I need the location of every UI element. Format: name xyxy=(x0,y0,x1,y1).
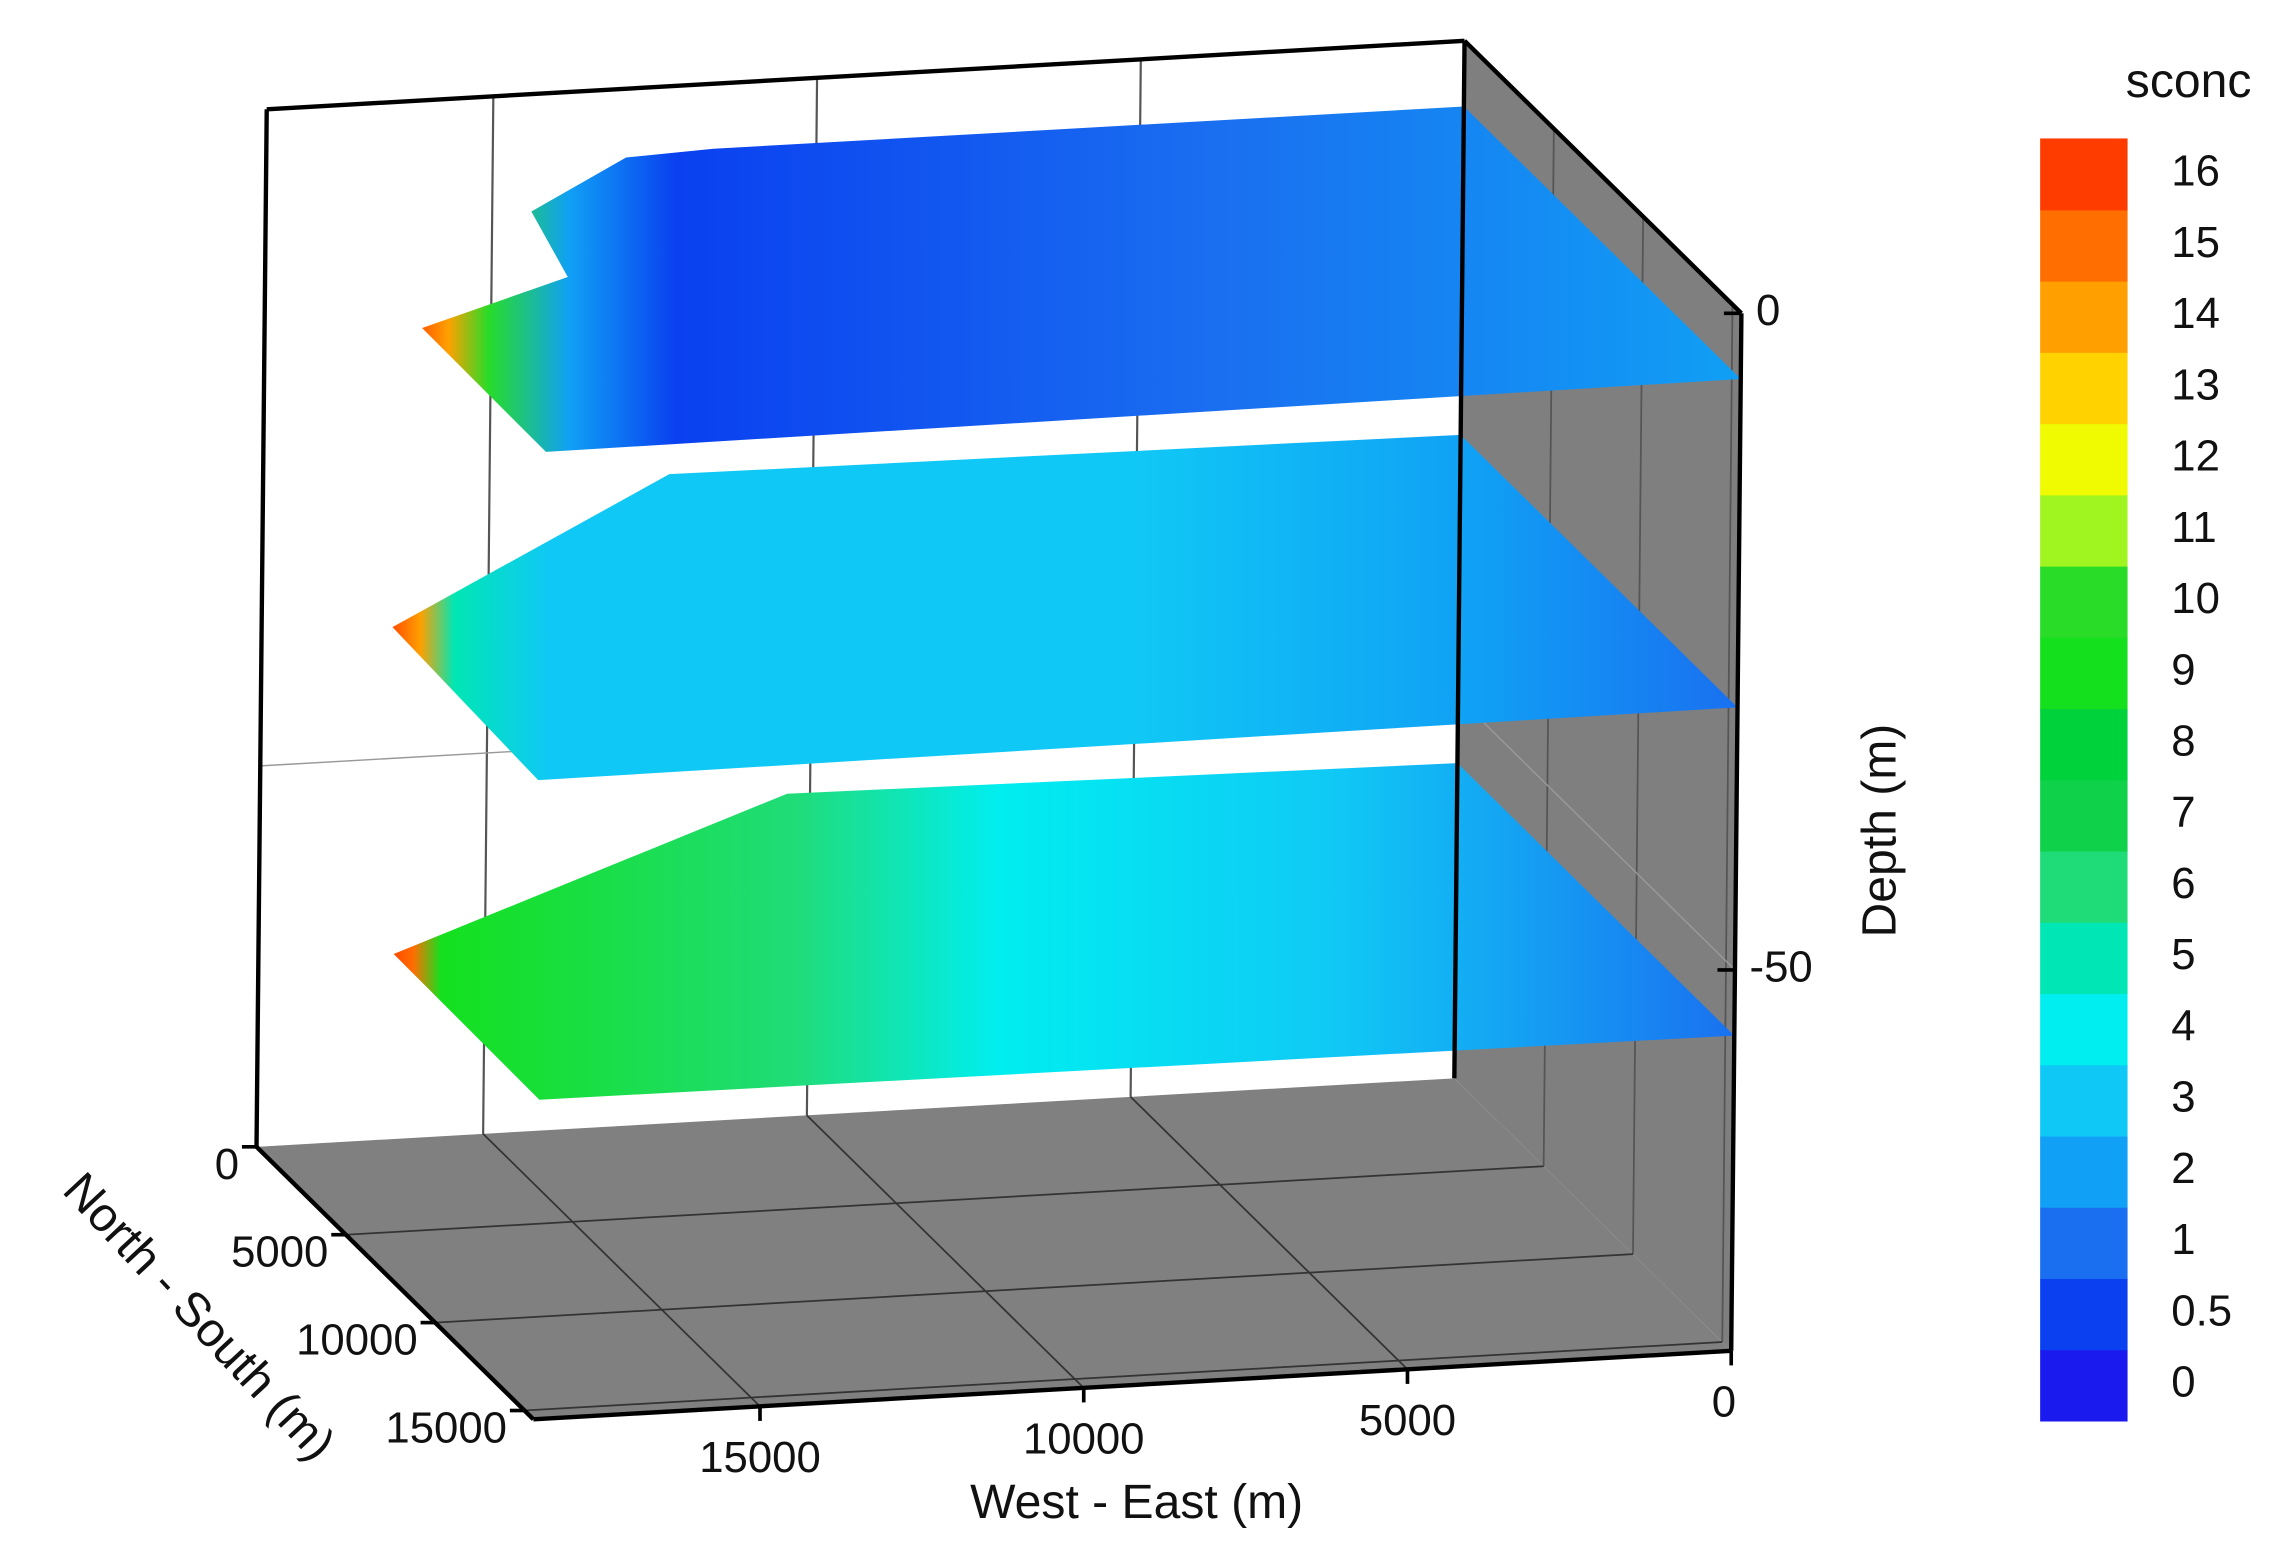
colorbar-band xyxy=(2040,1207,2128,1280)
axis-edge xyxy=(1729,313,1744,1351)
colorbar-band xyxy=(2040,922,2128,995)
colorbar-label: 14 xyxy=(2171,289,2220,338)
colorbar-band xyxy=(2040,138,2128,211)
colorbar-label: 11 xyxy=(2171,503,2216,552)
x-axis-title: West - East (m) xyxy=(970,1475,1303,1529)
depth-slice xyxy=(392,434,1738,781)
colorbar-label: 10 xyxy=(2171,574,2220,623)
grid-line xyxy=(435,1253,1634,1324)
colorbar-label: 2 xyxy=(2171,1144,2195,1193)
colorbar-band xyxy=(2040,209,2128,282)
colorbar-band xyxy=(2040,1064,2128,1137)
x-tick-label: 0 xyxy=(1712,1377,1736,1426)
axis-edge xyxy=(1463,39,1743,315)
x-tick-label: 10000 xyxy=(1023,1414,1145,1463)
colorbar-label: 7 xyxy=(2171,788,2195,837)
axis-edge xyxy=(533,1348,1732,1422)
x-tick-label: 15000 xyxy=(699,1433,821,1482)
colorbar-label: 12 xyxy=(2171,432,2220,481)
depth-slice xyxy=(393,763,1735,1100)
grid-line xyxy=(1129,1096,1409,1370)
y-tick-label: 10000 xyxy=(296,1316,418,1365)
colorbar-label: 5 xyxy=(2171,930,2195,979)
axis-edge xyxy=(254,109,269,1147)
colorbar-label: 1 xyxy=(2171,1215,2195,1264)
colorbar-label: 15 xyxy=(2171,218,2220,267)
colorbar-label: 13 xyxy=(2171,360,2220,409)
colorbar-band xyxy=(2040,352,2128,425)
colorbar-label: 16 xyxy=(2171,147,2220,196)
slices xyxy=(392,106,1741,1100)
colorbar-band xyxy=(2040,1349,2128,1422)
grid-line xyxy=(345,1165,1544,1236)
colorbar-band xyxy=(2040,565,2128,638)
colorbar-band xyxy=(2040,494,2128,567)
colorbar-band xyxy=(2040,708,2128,781)
colorbar-band xyxy=(2040,280,2128,353)
colorbar-band xyxy=(2040,779,2128,852)
colorbar-band xyxy=(2040,637,2128,710)
colorbar-band xyxy=(2040,1135,2128,1208)
colorbar-band xyxy=(2040,993,2128,1066)
colorbar-label: 8 xyxy=(2171,717,2195,766)
axis-edge xyxy=(1452,40,1467,1079)
colorbar-label: 9 xyxy=(2171,645,2195,694)
z-tick-label: 0 xyxy=(1756,286,1780,335)
colorbar-label: 4 xyxy=(2171,1001,2195,1050)
grid-line xyxy=(806,1114,1085,1389)
grid-line xyxy=(524,1341,1723,1412)
z-axis-title: Depth (m) xyxy=(1852,724,1906,938)
x-tick-label: 5000 xyxy=(1359,1396,1456,1445)
colorbar-title: sconc xyxy=(2126,54,2252,108)
colorbar-label: 0 xyxy=(2171,1358,2195,1407)
floor xyxy=(256,1078,1732,1420)
colorbar-label: 0.5 xyxy=(2171,1286,2232,1335)
grid-line xyxy=(1632,216,1645,1255)
colorbar-band xyxy=(2040,850,2128,923)
z-tick-label: -50 xyxy=(1750,943,1813,992)
grid-line xyxy=(482,1133,761,1407)
colorbar-label: 3 xyxy=(2171,1073,2195,1122)
colorbar-band xyxy=(2040,1278,2128,1351)
grid-line xyxy=(1721,304,1734,1343)
axis-edge xyxy=(254,1145,535,1421)
depth-slice xyxy=(422,106,1741,452)
y-tick-label: 15000 xyxy=(385,1403,507,1452)
frame: 0500010000150000500010000150000-5000.512… xyxy=(215,38,2232,1482)
colorbar-label: 6 xyxy=(2171,859,2195,908)
axis-edge xyxy=(266,38,1465,112)
colorbar-band xyxy=(2040,423,2128,496)
y-tick-label: 0 xyxy=(215,1140,239,1189)
y-tick-label: 5000 xyxy=(231,1228,328,1277)
